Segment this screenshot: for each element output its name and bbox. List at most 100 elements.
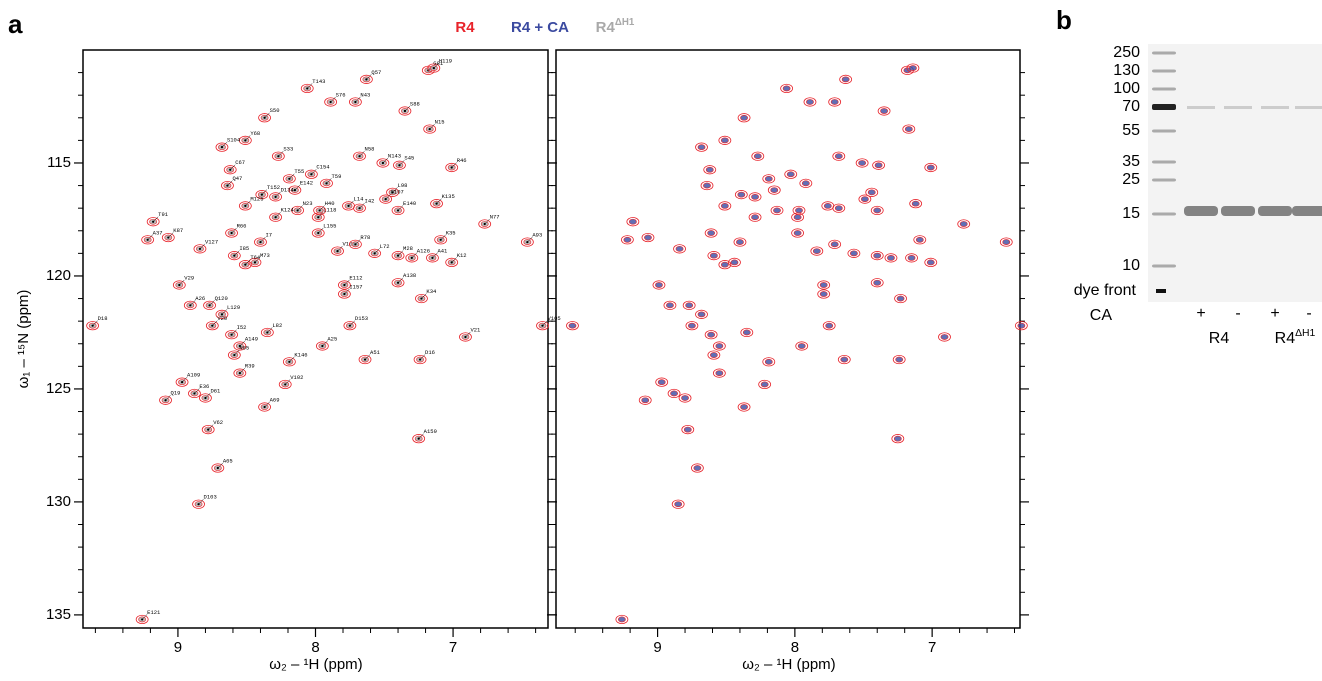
- peak-label: N15: [435, 119, 445, 126]
- peak-label: K35: [446, 229, 456, 236]
- y-tick-label: 115: [47, 154, 71, 171]
- label-leader: [264, 401, 270, 408]
- peak-overlay: [806, 99, 814, 105]
- peak-contour: [695, 142, 708, 152]
- peak-contour: [924, 257, 938, 268]
- label-leader: [359, 202, 365, 209]
- peak-contour: [626, 217, 640, 227]
- label-leader: [348, 200, 354, 207]
- label-leader: [231, 329, 237, 335]
- label-leader: [289, 356, 295, 362]
- label-leader: [165, 395, 171, 401]
- x-tick-label: 8: [311, 639, 319, 656]
- label-leader: [429, 123, 435, 130]
- peak-label: D153: [355, 315, 368, 322]
- label-leader: [385, 193, 391, 200]
- peak-contour: [331, 246, 344, 256]
- label-leader: [432, 252, 438, 259]
- peak-contour: [906, 63, 920, 73]
- peak-overlay: [740, 404, 748, 410]
- peak-contour: [445, 257, 459, 268]
- group-label-base: R4: [1209, 330, 1230, 347]
- peak-contour: [391, 205, 405, 216]
- peak-label: T59: [332, 173, 342, 180]
- label-leader: [227, 180, 233, 186]
- label-leader: [239, 367, 246, 374]
- peak-overlay: [786, 171, 795, 178]
- peak-contour: [205, 321, 219, 331]
- peak-contour: [248, 257, 262, 268]
- peak-contour: [872, 160, 886, 170]
- peak-contour: [707, 350, 721, 360]
- peak-overlay: [904, 126, 913, 132]
- label-leader: [254, 257, 261, 263]
- label-leader: [212, 320, 218, 326]
- peak-contour: [718, 201, 732, 211]
- peak-overlay: [773, 207, 781, 214]
- lane-label: -: [1306, 305, 1311, 322]
- peak-contour: [652, 280, 666, 290]
- label-leader: [239, 340, 246, 347]
- peak-overlay: [760, 381, 769, 388]
- peak-label: A159: [424, 428, 437, 435]
- peak-contour: [225, 330, 238, 340]
- peak-contour: [877, 106, 891, 116]
- peak-contour: [780, 83, 794, 94]
- peak-contour: [358, 354, 372, 365]
- label-leader: [374, 248, 380, 254]
- peak-contour: [828, 239, 842, 249]
- label-leader: [433, 62, 439, 69]
- peak-contour: [215, 309, 229, 319]
- peak-overlay: [628, 218, 637, 225]
- peak-overlay: [753, 153, 762, 160]
- peak-contour: [199, 393, 212, 403]
- peak-contour: [221, 180, 234, 191]
- peak-label: A26: [195, 295, 205, 302]
- y-axis-label: ω₁ – ¹⁵N (ppm): [15, 290, 32, 389]
- ladder-label: 250: [1113, 44, 1140, 61]
- peak-contour: [188, 388, 201, 399]
- peak-contour: [615, 614, 629, 625]
- peak-label: D16: [425, 349, 435, 356]
- peak-overlay: [705, 166, 714, 173]
- peak-contour: [704, 330, 718, 340]
- label-leader: [194, 388, 200, 394]
- peak-overlay: [793, 230, 802, 236]
- peak-overlay: [707, 230, 716, 236]
- peak-overlay: [666, 302, 674, 309]
- peak-contour: [748, 192, 762, 202]
- ladder-label: 25: [1122, 171, 1140, 188]
- peak-label: D103: [204, 494, 217, 501]
- peak-overlay: [823, 203, 832, 209]
- peak-contour: [86, 321, 100, 331]
- peak-overlay: [893, 435, 902, 442]
- peak-overlay: [751, 214, 759, 221]
- peak-contour: [233, 368, 247, 378]
- peak-contour: [641, 232, 655, 243]
- peak-label: Y68: [250, 130, 260, 137]
- ladder-label: 55: [1122, 122, 1140, 139]
- peak-label: E142: [300, 180, 313, 187]
- label-leader: [230, 164, 236, 170]
- peak-overlay: [683, 426, 692, 433]
- peak-contour: [938, 332, 951, 342]
- peak-contour: [141, 235, 155, 245]
- label-leader: [190, 300, 196, 306]
- label-leader: [275, 191, 281, 198]
- peak-contour: [733, 237, 747, 247]
- peak-overlay: [834, 205, 843, 212]
- peak-overlay: [858, 160, 867, 166]
- peak-contour: [762, 357, 776, 367]
- peak-label: K12: [457, 252, 467, 259]
- peak-label: A138: [403, 272, 416, 279]
- peak-label: E140: [403, 200, 416, 207]
- label-leader: [285, 379, 291, 385]
- peak-contour: [620, 235, 634, 245]
- peak-contour: [758, 379, 772, 390]
- peak-overlay: [834, 153, 843, 160]
- label-leader: [92, 320, 98, 326]
- peak-overlay: [715, 343, 724, 349]
- group-label: R4ΔH1: [1275, 328, 1316, 347]
- peak-overlay: [709, 352, 718, 358]
- x-tick-label: 9: [174, 639, 182, 656]
